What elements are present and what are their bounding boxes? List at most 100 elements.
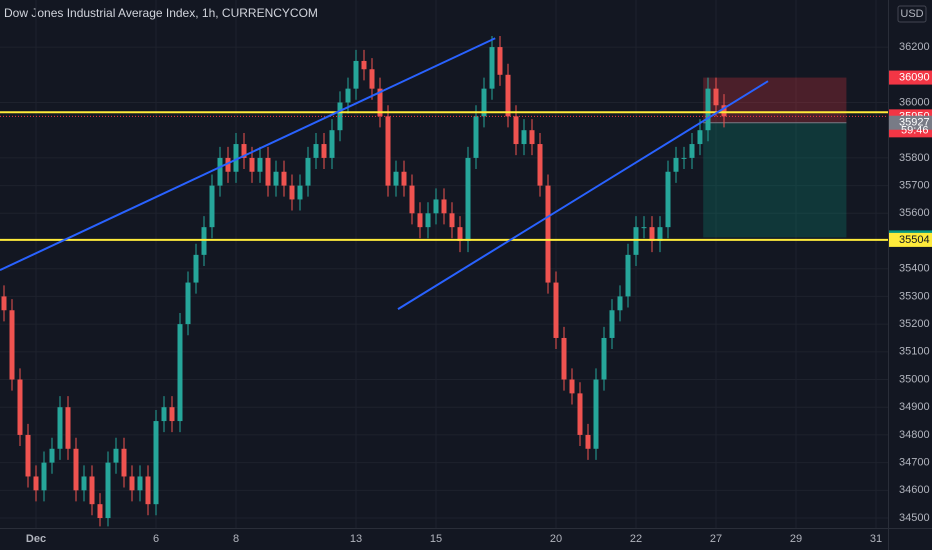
candle-body <box>625 254 631 297</box>
candle-body <box>169 407 175 422</box>
candle-body <box>41 462 47 491</box>
candle-body <box>281 171 287 186</box>
y-tick-label: 35100 <box>899 346 930 358</box>
y-tick-label: 35800 <box>899 152 930 164</box>
y-tick-label: 34500 <box>899 512 930 524</box>
candle-body <box>529 130 535 145</box>
x-tick-label: 20 <box>550 533 562 545</box>
candle-body <box>553 282 559 338</box>
y-tick-label: 35600 <box>899 207 930 219</box>
y-tick-label: 36000 <box>899 96 930 108</box>
candle-body <box>177 324 183 422</box>
currency-box[interactable] <box>897 5 927 23</box>
candle-body <box>561 337 567 380</box>
candle-body <box>321 144 327 158</box>
candle-body <box>225 157 231 172</box>
candle-body <box>249 157 255 172</box>
price-label-box <box>889 115 932 130</box>
candle-body <box>721 105 727 117</box>
candle-body <box>297 185 303 200</box>
candle-body <box>473 116 479 158</box>
candle-body <box>33 476 39 491</box>
candle-body <box>89 476 95 505</box>
y-tick-label: 36200 <box>899 41 930 53</box>
y-tick-label: 34700 <box>899 457 930 469</box>
candle-body <box>289 185 295 200</box>
candle-body <box>617 296 623 311</box>
candle-body <box>689 144 695 158</box>
candle-body <box>521 130 527 145</box>
candle-body <box>585 434 591 449</box>
candle-body <box>657 227 663 242</box>
candle-body <box>601 337 607 380</box>
candle-body <box>105 462 111 519</box>
candle-body <box>9 310 15 380</box>
candle-body <box>97 504 103 519</box>
y-tick-label: 35000 <box>899 373 930 385</box>
candle-body <box>409 185 415 214</box>
candle-body <box>193 254 199 283</box>
candle-body <box>609 310 615 338</box>
countdown: 59:46 <box>901 124 929 136</box>
candle-body <box>593 379 599 449</box>
candle-body <box>449 213 455 228</box>
candle-body <box>353 60 359 89</box>
x-tick-label: 8 <box>233 533 239 545</box>
candle-body <box>705 88 711 131</box>
candle-body <box>217 157 223 186</box>
trend-line <box>397 80 769 311</box>
candle-body <box>393 171 399 186</box>
candle-body <box>129 476 135 491</box>
candle-body <box>209 185 215 228</box>
x-tick-label: 6 <box>153 533 159 545</box>
currency[interactable]: USD <box>900 8 923 20</box>
candle-body <box>273 171 279 186</box>
x-tick-label: Dec <box>26 533 46 545</box>
candle-body <box>345 88 351 103</box>
candle-body <box>497 47 503 75</box>
y-tick-label: 35200 <box>899 318 930 330</box>
candle-body <box>457 227 463 242</box>
candle-body <box>49 448 55 463</box>
candle-body <box>673 157 679 172</box>
candle-body <box>145 476 151 505</box>
trend-line <box>0 37 496 272</box>
price-label: 36090 <box>899 71 930 83</box>
candle-body <box>513 116 519 145</box>
candle-body <box>233 144 239 172</box>
candle-body <box>185 282 191 325</box>
candle-body <box>425 213 431 228</box>
candle-body <box>577 393 583 435</box>
candle-body <box>241 144 247 158</box>
price-label: 35927 <box>899 117 930 129</box>
candle-body <box>649 227 655 242</box>
candle-body <box>401 171 407 186</box>
x-tick-label: 22 <box>630 533 642 545</box>
candle-body <box>265 157 271 186</box>
candle-body <box>17 379 23 435</box>
candle-body <box>257 157 263 172</box>
candle-body <box>545 185 551 283</box>
candle-body <box>113 448 119 463</box>
x-tick-label: 31 <box>870 533 882 545</box>
x-tick-label: 29 <box>790 533 802 545</box>
candle-body <box>1 296 7 311</box>
candle-body <box>377 88 383 117</box>
y-tick-label: 35400 <box>899 263 930 275</box>
candle-body <box>369 69 375 89</box>
candle-body <box>121 448 127 477</box>
y-tick-label: 35300 <box>899 290 930 302</box>
candle-body <box>153 421 159 505</box>
candle-body <box>505 74 511 117</box>
candle-body <box>417 213 423 228</box>
candle-body <box>441 199 447 214</box>
y-tick-label: 34900 <box>899 401 930 413</box>
candle-body <box>65 407 71 449</box>
x-tick-label: 15 <box>430 533 442 545</box>
candle-body <box>81 476 87 491</box>
stop-zone <box>703 77 847 123</box>
candle-body <box>665 171 671 228</box>
chart-title: Dow Jones Industrial Average Index, 1h, … <box>4 6 318 20</box>
candle-body <box>385 116 391 186</box>
